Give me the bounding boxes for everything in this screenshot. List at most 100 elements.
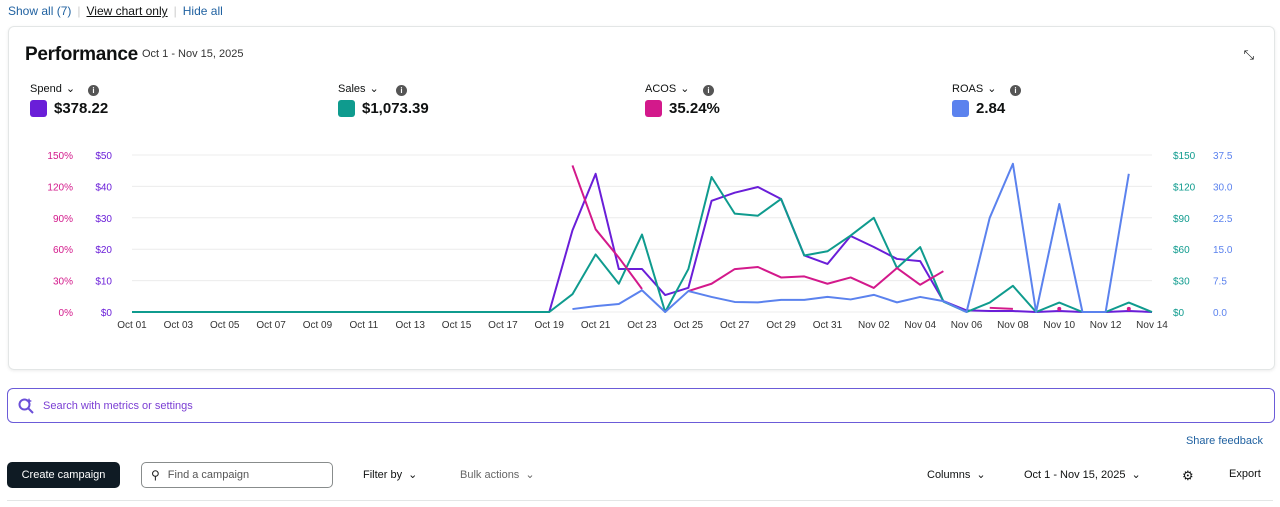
columns-label: Columns [927,468,971,481]
roas-tick-label: 22.5 [1213,214,1233,225]
find-placeholder: Find a campaign [167,469,250,481]
performance-chart: 0% 30% 60% 90% 120% 150% $0 $10 $20 $30 $40 $50 $0 $3… [47,151,1233,331]
x-tick-label: Nov 08 [997,320,1029,331]
search-icon: ⚲ [151,468,160,482]
create-campaign-button[interactable]: Create campaign [7,462,120,488]
find-campaign-input[interactable]: ⚲ Find a campaign [141,462,333,488]
spend-tick-label: $10 [95,277,112,288]
x-tick-label: Nov 04 [904,320,936,331]
date-range-dropdown[interactable]: Oct 1 - Nov 15, 2025 ⌄ [1024,468,1141,482]
metric-value: 35.24% [669,100,720,117]
roas-line [572,162,1130,313]
metric-selector[interactable]: ROAS ⌄ [952,82,1005,96]
metric-label: ROAS [952,82,984,95]
spend-tick-label: $50 [95,151,112,162]
acos-point [1057,306,1062,311]
metric-label: Spend [30,82,62,95]
x-tick-label: Oct 01 [117,320,147,331]
acos-tick-label: 120% [47,182,73,193]
sales-tick-label: $30 [1173,277,1190,288]
acos-tick-label: 90% [53,214,73,225]
x-tick-label: Oct 15 [442,320,472,331]
roas-tick-label: 37.5 [1213,151,1233,162]
search-placeholder: Search with metrics or settings [43,399,193,412]
acos-line [688,265,944,293]
date-range-value: Oct 1 - Nov 15, 2025 [1024,468,1126,481]
chart-view-links: Show all (7) | View chart only | Hide al… [8,4,223,18]
filter-by-dropdown[interactable]: Filter by ⌄ [363,468,417,482]
x-tick-label: Oct 21 [581,320,611,331]
bulk-actions-label: Bulk actions [460,468,520,481]
acos-line [989,306,1013,310]
x-tick-label: Oct 27 [720,320,750,331]
collapse-icon[interactable]: ⤡ [1243,47,1254,62]
chevron-down-icon: ⌄ [1131,469,1141,481]
x-tick-label: Oct 19 [535,320,565,331]
x-tick-label: Nov 14 [1136,320,1168,331]
metrics-search-input[interactable]: Search with metrics or settings [7,388,1275,423]
x-tick-label: Oct 11 [349,320,378,331]
roas-tick-label: 7.5 [1213,277,1227,288]
metric-value: 2.84 [976,100,1006,117]
color-swatch [645,100,662,117]
chevron-down-icon: ⌄ [65,83,76,95]
info-icon[interactable]: i [88,85,99,96]
filter-by-label: Filter by [363,468,403,481]
x-tick-label: Oct 17 [488,320,518,331]
metric-selector[interactable]: ACOS ⌄ [645,82,720,96]
bulk-actions-dropdown[interactable]: Bulk actions ⌄ [460,468,535,482]
separator: | [77,4,81,18]
x-tick-label: Oct 23 [627,320,657,331]
x-tick-label: Oct 07 [256,320,286,331]
acos-tick-label: 150% [47,151,73,162]
info-icon[interactable]: i [1010,85,1021,96]
chevron-down-icon: ⌄ [987,83,997,95]
roas-tick-label: 30.0 [1213,182,1233,193]
x-tick-label: Oct 03 [164,320,194,331]
sales-tick-label: $0 [1173,308,1185,319]
x-tick-label: Oct 09 [303,320,333,331]
chevron-down-icon: ⌄ [525,469,535,481]
metric-selector[interactable]: Spend ⌄ [30,82,108,96]
columns-dropdown[interactable]: Columns ⌄ [927,468,986,482]
acos-tick-label: 30% [53,277,73,288]
spend-tick-label: $40 [95,182,112,193]
divider [7,500,1273,501]
info-icon[interactable]: i [703,85,714,96]
color-swatch [952,100,969,117]
x-tick-label: Nov 12 [1090,320,1122,331]
metric-value: $1,073.39 [362,100,429,117]
sales-line [132,175,1153,313]
spend-tick-label: $30 [95,214,112,225]
sales-tick-label: $150 [1173,151,1196,162]
view-chart-only-link[interactable]: View chart only [86,4,168,18]
metric-acos: ACOS ⌄ i 35.24% [645,82,720,117]
metric-selector[interactable]: Sales ⌄ [338,82,429,96]
x-tick-label: Oct 13 [395,320,425,331]
separator: | [173,4,177,18]
x-tick-label: Nov 10 [1043,320,1075,331]
x-tick-label: Oct 25 [674,320,704,331]
spend-tick-label: $0 [101,308,113,319]
sales-tick-label: $120 [1173,182,1196,193]
roas-tick-label: 0.0 [1213,308,1227,319]
date-range-label: Oct 1 - Nov 15, 2025 [142,48,244,60]
metric-label: ACOS [645,82,677,95]
show-all-link[interactable]: Show all (7) [8,4,72,18]
acos-tick-label: 0% [59,308,74,319]
metric-sales: Sales ⌄ i $1,073.39 [338,82,429,117]
hide-all-link[interactable]: Hide all [182,4,223,18]
chevron-down-icon: ⌄ [680,83,690,95]
x-tick-label: Oct 31 [813,320,843,331]
info-icon[interactable]: i [396,85,407,96]
export-button[interactable]: Export [1229,468,1261,480]
x-tick-label: Nov 06 [951,320,983,331]
metric-roas: ROAS ⌄ i 2.84 [952,82,1021,117]
share-feedback-link[interactable]: Share feedback [1185,435,1263,447]
x-tick-label: Nov 02 [858,320,890,331]
chevron-down-icon: ⌄ [369,83,379,95]
gear-icon[interactable]: ⚙ [1182,468,1194,483]
metric-value: $378.22 [54,100,109,117]
acos-line [571,165,643,290]
chevron-down-icon: ⌄ [976,469,986,481]
